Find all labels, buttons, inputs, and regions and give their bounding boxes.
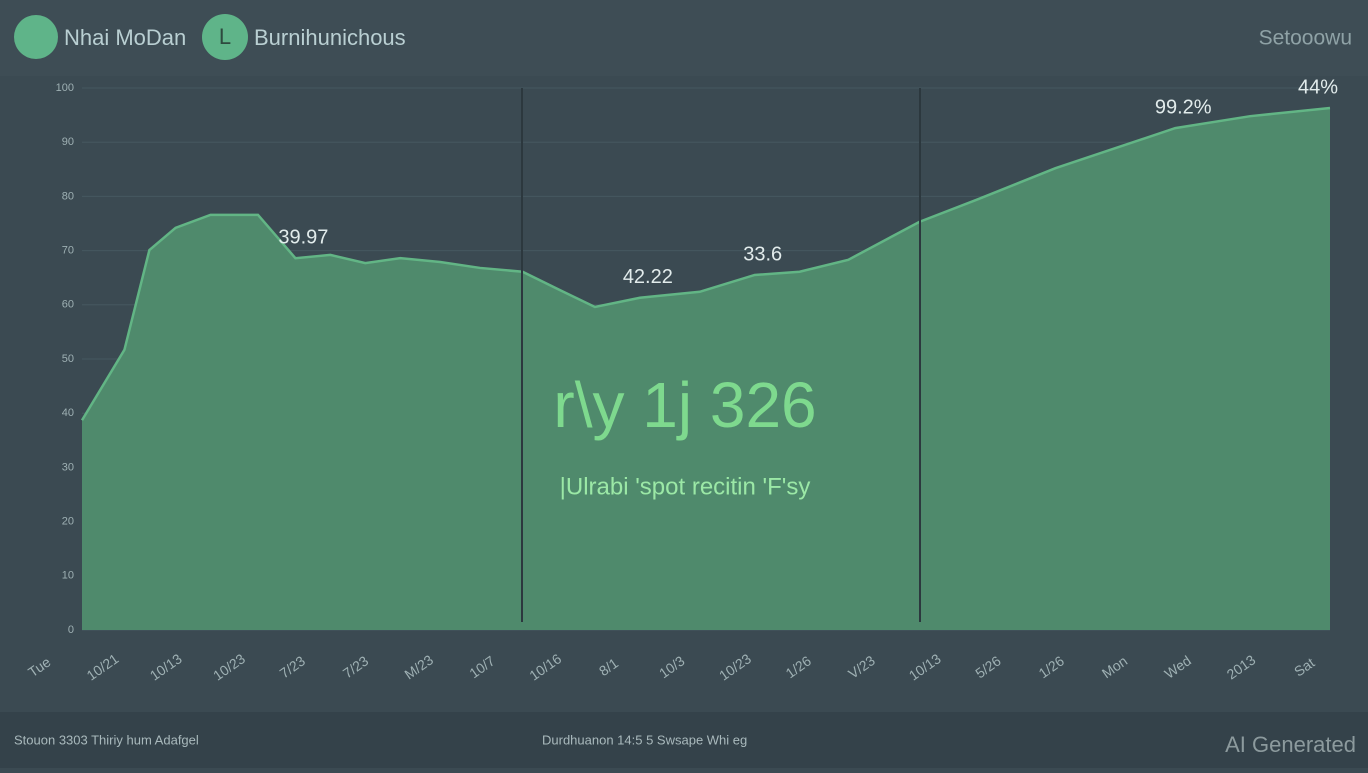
footer-bar: [0, 712, 1368, 768]
brand[interactable]: Nhai MoDan: [64, 25, 186, 50]
x-tick-label: 10/7: [466, 652, 498, 681]
watermark: AI Generated: [1225, 732, 1356, 757]
x-tick-label: 10/21: [84, 650, 122, 683]
y-tick-label: 10: [62, 570, 74, 582]
settings[interactable]: Setooowu: [1259, 27, 1352, 50]
footer-left: Stouon 3303 Thiriy hum Adafgel: [14, 732, 199, 747]
x-tick-label: 1/26: [783, 652, 815, 681]
x-tick-label: 7/23: [340, 652, 372, 681]
y-tick-label: 60: [62, 299, 74, 311]
x-tick-label: M/23: [401, 651, 436, 682]
x-tick-label: Tue: [25, 653, 54, 680]
product[interactable]: Burnihunichous: [254, 25, 406, 50]
big-caption: |Ulrabi 'spot recitin 'F'sy: [560, 473, 811, 500]
badge-circle: [202, 14, 248, 60]
badge: L: [219, 24, 231, 49]
x-tick-label: V/23: [845, 652, 878, 682]
annotation: 33.6: [743, 243, 782, 265]
x-tick-label: 7/23: [277, 652, 309, 681]
plot: 0 10 20 30 40 50 60 70 80 90 100 Tue 10/21 10/13 10/23…: [25, 76, 1338, 683]
x-tick-label: Mon: [1099, 653, 1130, 682]
line: [80, 106, 1331, 421]
x-tick-label: 10/23: [716, 650, 754, 683]
x-tick-label: Sat: [1291, 654, 1317, 679]
x-tick-label: Wed: [1161, 652, 1194, 681]
y-tick-label: 80: [62, 190, 74, 202]
logo[interactable]: [14, 15, 58, 59]
x-tick-label: 8/1: [596, 655, 621, 679]
y-tick-label: 20: [62, 516, 74, 528]
annotation: 99.2%: [1155, 96, 1212, 118]
x-tick-label: 5/26: [972, 652, 1004, 681]
x-tick-label: 1/26: [1036, 652, 1068, 681]
y-tick-label: 40: [62, 407, 74, 419]
x-tick-label: 10/13: [906, 650, 944, 683]
big-value: r\y 1j 326: [553, 369, 816, 441]
annotation: 42.22: [623, 266, 673, 288]
y-tick-label: 100: [56, 82, 74, 94]
y-tick-label: 70: [62, 245, 74, 257]
y-tick-label: 30: [62, 461, 74, 473]
annotation: 39.97: [278, 226, 328, 248]
annotation: 44%: [1298, 76, 1338, 98]
x-tick-label: 2013: [1224, 651, 1259, 682]
y-tick-label: 0: [68, 624, 74, 636]
footer-center: Durdhuanon 14:5 5 Swsape Whi eg: [542, 732, 747, 747]
x-tick-label: 10/13: [147, 650, 185, 683]
area: [82, 108, 1330, 630]
x-tick-label: 10/23: [210, 650, 248, 683]
y-tick-label: 90: [62, 136, 74, 148]
x-tick-label: 10/16: [526, 650, 564, 683]
x-tick-label: 10/3: [656, 652, 688, 681]
y-tick-label: 50: [62, 353, 74, 365]
